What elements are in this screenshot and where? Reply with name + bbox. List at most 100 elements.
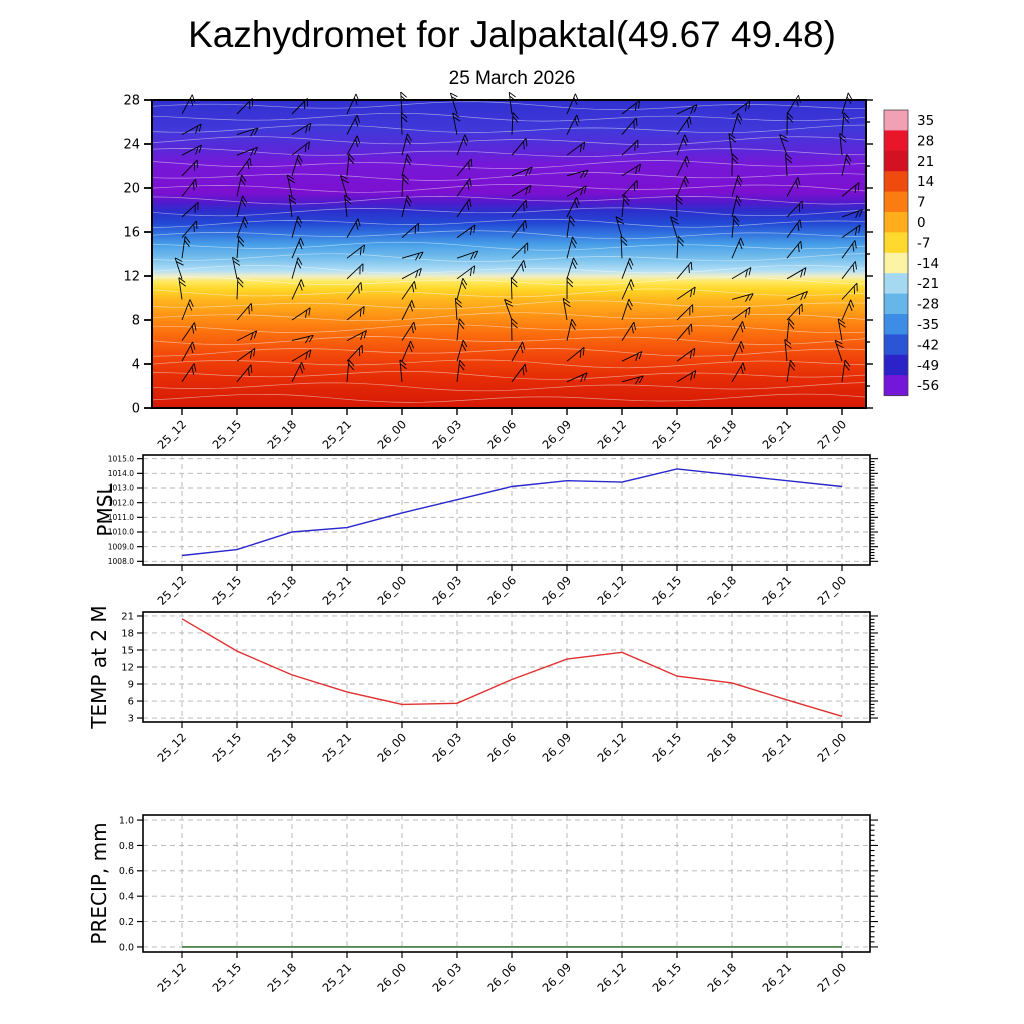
- colorbar-label: -56: [917, 378, 939, 394]
- x-tick-label: 26_21: [759, 417, 794, 452]
- colorbar-label: -49: [917, 358, 939, 374]
- temperature-shading: [152, 100, 866, 408]
- x-tick-label: 26_06: [484, 417, 519, 452]
- temp-2m-series-line: [181, 618, 843, 717]
- x-tick-label: 27_00: [814, 730, 849, 765]
- contour-lines: [151, 101, 867, 403]
- y-tick-label: 6: [128, 697, 134, 708]
- x-tick-label: 25_18: [264, 960, 299, 995]
- pmsl-series-line: [181, 468, 843, 557]
- x-tick-label: 27_00: [814, 960, 849, 995]
- time-axis-labels: 25_12 25_15 25_18 25_21 26_00 26_03 26_06 26_09…: [154, 730, 849, 765]
- colorbar-label: 21: [917, 154, 934, 170]
- y-tick-label: 21: [121, 612, 134, 623]
- y-tick-label: 9: [128, 680, 134, 691]
- colorbar-label: 7: [917, 195, 926, 211]
- x-tick-label: 26_09: [539, 417, 574, 452]
- y-tick-label: 1014.0: [108, 469, 134, 478]
- x-tick-label: 26_21: [759, 730, 794, 765]
- x-tick-label: 25_18: [264, 417, 299, 452]
- x-tick-label: 25_15: [209, 730, 244, 765]
- time-axis-labels: 25_12 25_15 25_18 25_21 26_00 26_03 26_06 26_09…: [154, 573, 849, 608]
- x-tick-label: 26_18: [704, 960, 739, 995]
- y-tick-label: 4: [132, 358, 140, 373]
- grid: [143, 612, 870, 722]
- x-tick-label: 25_18: [264, 730, 299, 765]
- y-tick-label: 1013.0: [108, 484, 134, 493]
- cross-section-panel: 0 4 8 12 16 20 24 28 25_12 25_15 25_18 25_21 26_00 26…: [123, 91, 873, 452]
- x-tick-label: 26_21: [759, 573, 794, 608]
- x-tick-label: 26_06: [484, 960, 519, 995]
- y-tick-label: 12: [121, 663, 134, 674]
- frame: [142, 814, 871, 953]
- x-tick-label: 26_12: [594, 730, 629, 765]
- x-tick-label: 26_00: [374, 573, 409, 608]
- time-axis-labels: 25_12 25_15 25_18 25_21 26_00 26_03 26_06 26_09…: [154, 417, 849, 452]
- y-tick-label: 15: [121, 646, 134, 657]
- y-axis: 21 18 15 12 9 6 3: [121, 612, 878, 728]
- x-tick-label: 25_15: [209, 573, 244, 608]
- pmsl-axis-title: PMSL: [93, 483, 117, 537]
- x-tick-label: 26_18: [704, 417, 739, 452]
- y-axis: 1.0 0.8 0.6 0.4 0.2 0.0: [119, 815, 878, 958]
- y-tick-label: 1.0: [119, 815, 134, 826]
- x-tick-label: 25_15: [209, 960, 244, 995]
- grid: [143, 815, 870, 952]
- colorbar-label: -28: [917, 297, 939, 313]
- x-tick-label: 26_00: [374, 960, 409, 995]
- x-tick-label: 27_00: [814, 573, 849, 608]
- colorbar-label: -7: [917, 235, 930, 251]
- precip-axis-title: PRECIP, mm: [87, 822, 111, 944]
- colorbar-label: 35: [917, 113, 934, 129]
- x-tick-label: 26_03: [429, 730, 464, 765]
- x-tick-label: 26_12: [594, 960, 629, 995]
- y-tick-label: 0.6: [119, 866, 134, 877]
- y-tick-label: 1009.0: [108, 542, 134, 551]
- colorbar: 35 28 21 14 7 0 -7 -14 -21 -28 -35 -42 -49 -56: [883, 109, 939, 397]
- y-tick-label: 0.4: [119, 892, 134, 903]
- colorbar-label: 14: [917, 174, 934, 190]
- x-tick-label: 26_03: [429, 417, 464, 452]
- y-axis: 1015.0 1014.0 1013.0 1012.0 1011.0 1010.0 1009…: [108, 454, 878, 571]
- wind-barbs: [174, 91, 864, 385]
- x-tick-label: 25_18: [264, 573, 299, 608]
- y-tick-label: 12: [123, 270, 140, 285]
- x-tick-label: 26_06: [484, 730, 519, 765]
- x-tick-label: 26_15: [649, 730, 684, 765]
- x-tick-label: 26_15: [649, 573, 684, 608]
- x-tick-label: 25_21: [319, 573, 354, 608]
- page-title: Kazhydromet for Jalpaktal(49.67 49.48): [188, 14, 836, 55]
- x-tick-label: 26_15: [649, 417, 684, 452]
- y-tick-label: 1011.0: [108, 513, 134, 522]
- colorbar-label: -21: [917, 276, 939, 292]
- y-tick-label: 0.0: [119, 942, 134, 953]
- y-tick-label: 0.2: [119, 917, 134, 928]
- colorbar-label: -14: [917, 256, 939, 272]
- x-tick-label: 25_12: [154, 730, 189, 765]
- colorbar-label: -42: [917, 337, 939, 353]
- x-tick-label: 26_18: [704, 573, 739, 608]
- time-axis-labels: 25_12 25_15 25_18 25_21 26_00 26_03 26_06 26_09…: [154, 960, 849, 995]
- x-tick-label: 25_21: [319, 960, 354, 995]
- temp-2m-panel: 21 18 15 12 9 6 3 25_12 25_15 25_18 25_21 26_00 26_0…: [87, 605, 878, 765]
- x-tick-label: 26_09: [539, 730, 574, 765]
- x-tick-label: 26_09: [539, 960, 574, 995]
- x-tick-label: 26_15: [649, 960, 684, 995]
- y-tick-label: 28: [123, 94, 140, 109]
- height-axis: 0 4 8 12 16 20 24 28: [123, 94, 873, 417]
- precip-panel: 1.0 0.8 0.6 0.4 0.2 0.0 25_12 25_15 25_18 25_21 26…: [87, 814, 878, 995]
- y-tick-label: 0: [132, 402, 140, 417]
- x-tick-label: 26_03: [429, 573, 464, 608]
- x-tick-label: 26_00: [374, 417, 409, 452]
- x-tick-label: 26_18: [704, 730, 739, 765]
- x-tick-label: 26_09: [539, 573, 574, 608]
- frame: [142, 454, 871, 566]
- grid: [143, 455, 870, 565]
- y-tick-label: 8: [132, 314, 140, 329]
- y-tick-label: 1008.0: [108, 557, 134, 566]
- x-tick-label: 26_03: [429, 960, 464, 995]
- y-tick-label: 0.8: [119, 841, 134, 852]
- x-tick-label: 25_12: [154, 960, 189, 995]
- x-tick-label: 26_21: [759, 960, 794, 995]
- colorbar-label: -35: [917, 317, 939, 333]
